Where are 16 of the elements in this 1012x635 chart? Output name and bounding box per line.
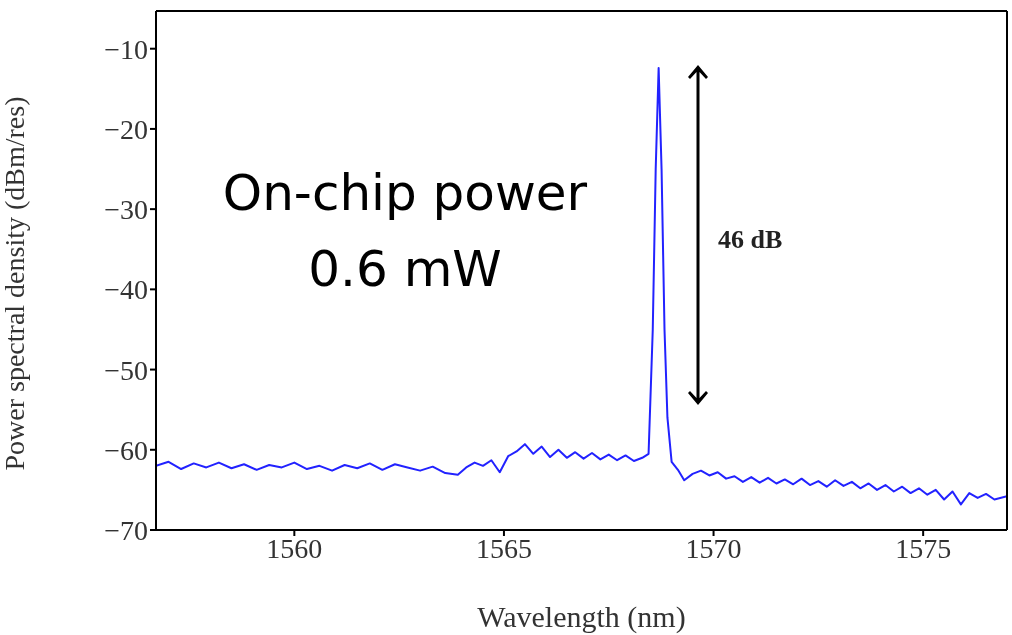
x-tick-label: 1570 [685,532,742,564]
y-tick-label: −20 [104,113,148,145]
x-tick-label: 1575 [895,532,952,564]
y-tick-label: −70 [104,514,148,546]
y-axis-title: Power spectral density (dBm/res) [0,96,30,471]
annotation: On-chip power 0.6 mW [221,163,589,300]
y-tick-label: −30 [104,194,148,226]
y-tick-label: −50 [104,354,148,386]
x-tick-label: 1560 [266,532,323,564]
y-tick-label: −60 [104,434,148,466]
x-tick-label: 1565 [475,532,532,564]
x-axis-title: Wavelength (nm) [477,600,686,634]
y-tick-label: −40 [104,274,148,306]
line-series [156,66,1007,506]
annotation: 46 dB [718,225,783,255]
y-tick-label: −10 [104,33,148,65]
